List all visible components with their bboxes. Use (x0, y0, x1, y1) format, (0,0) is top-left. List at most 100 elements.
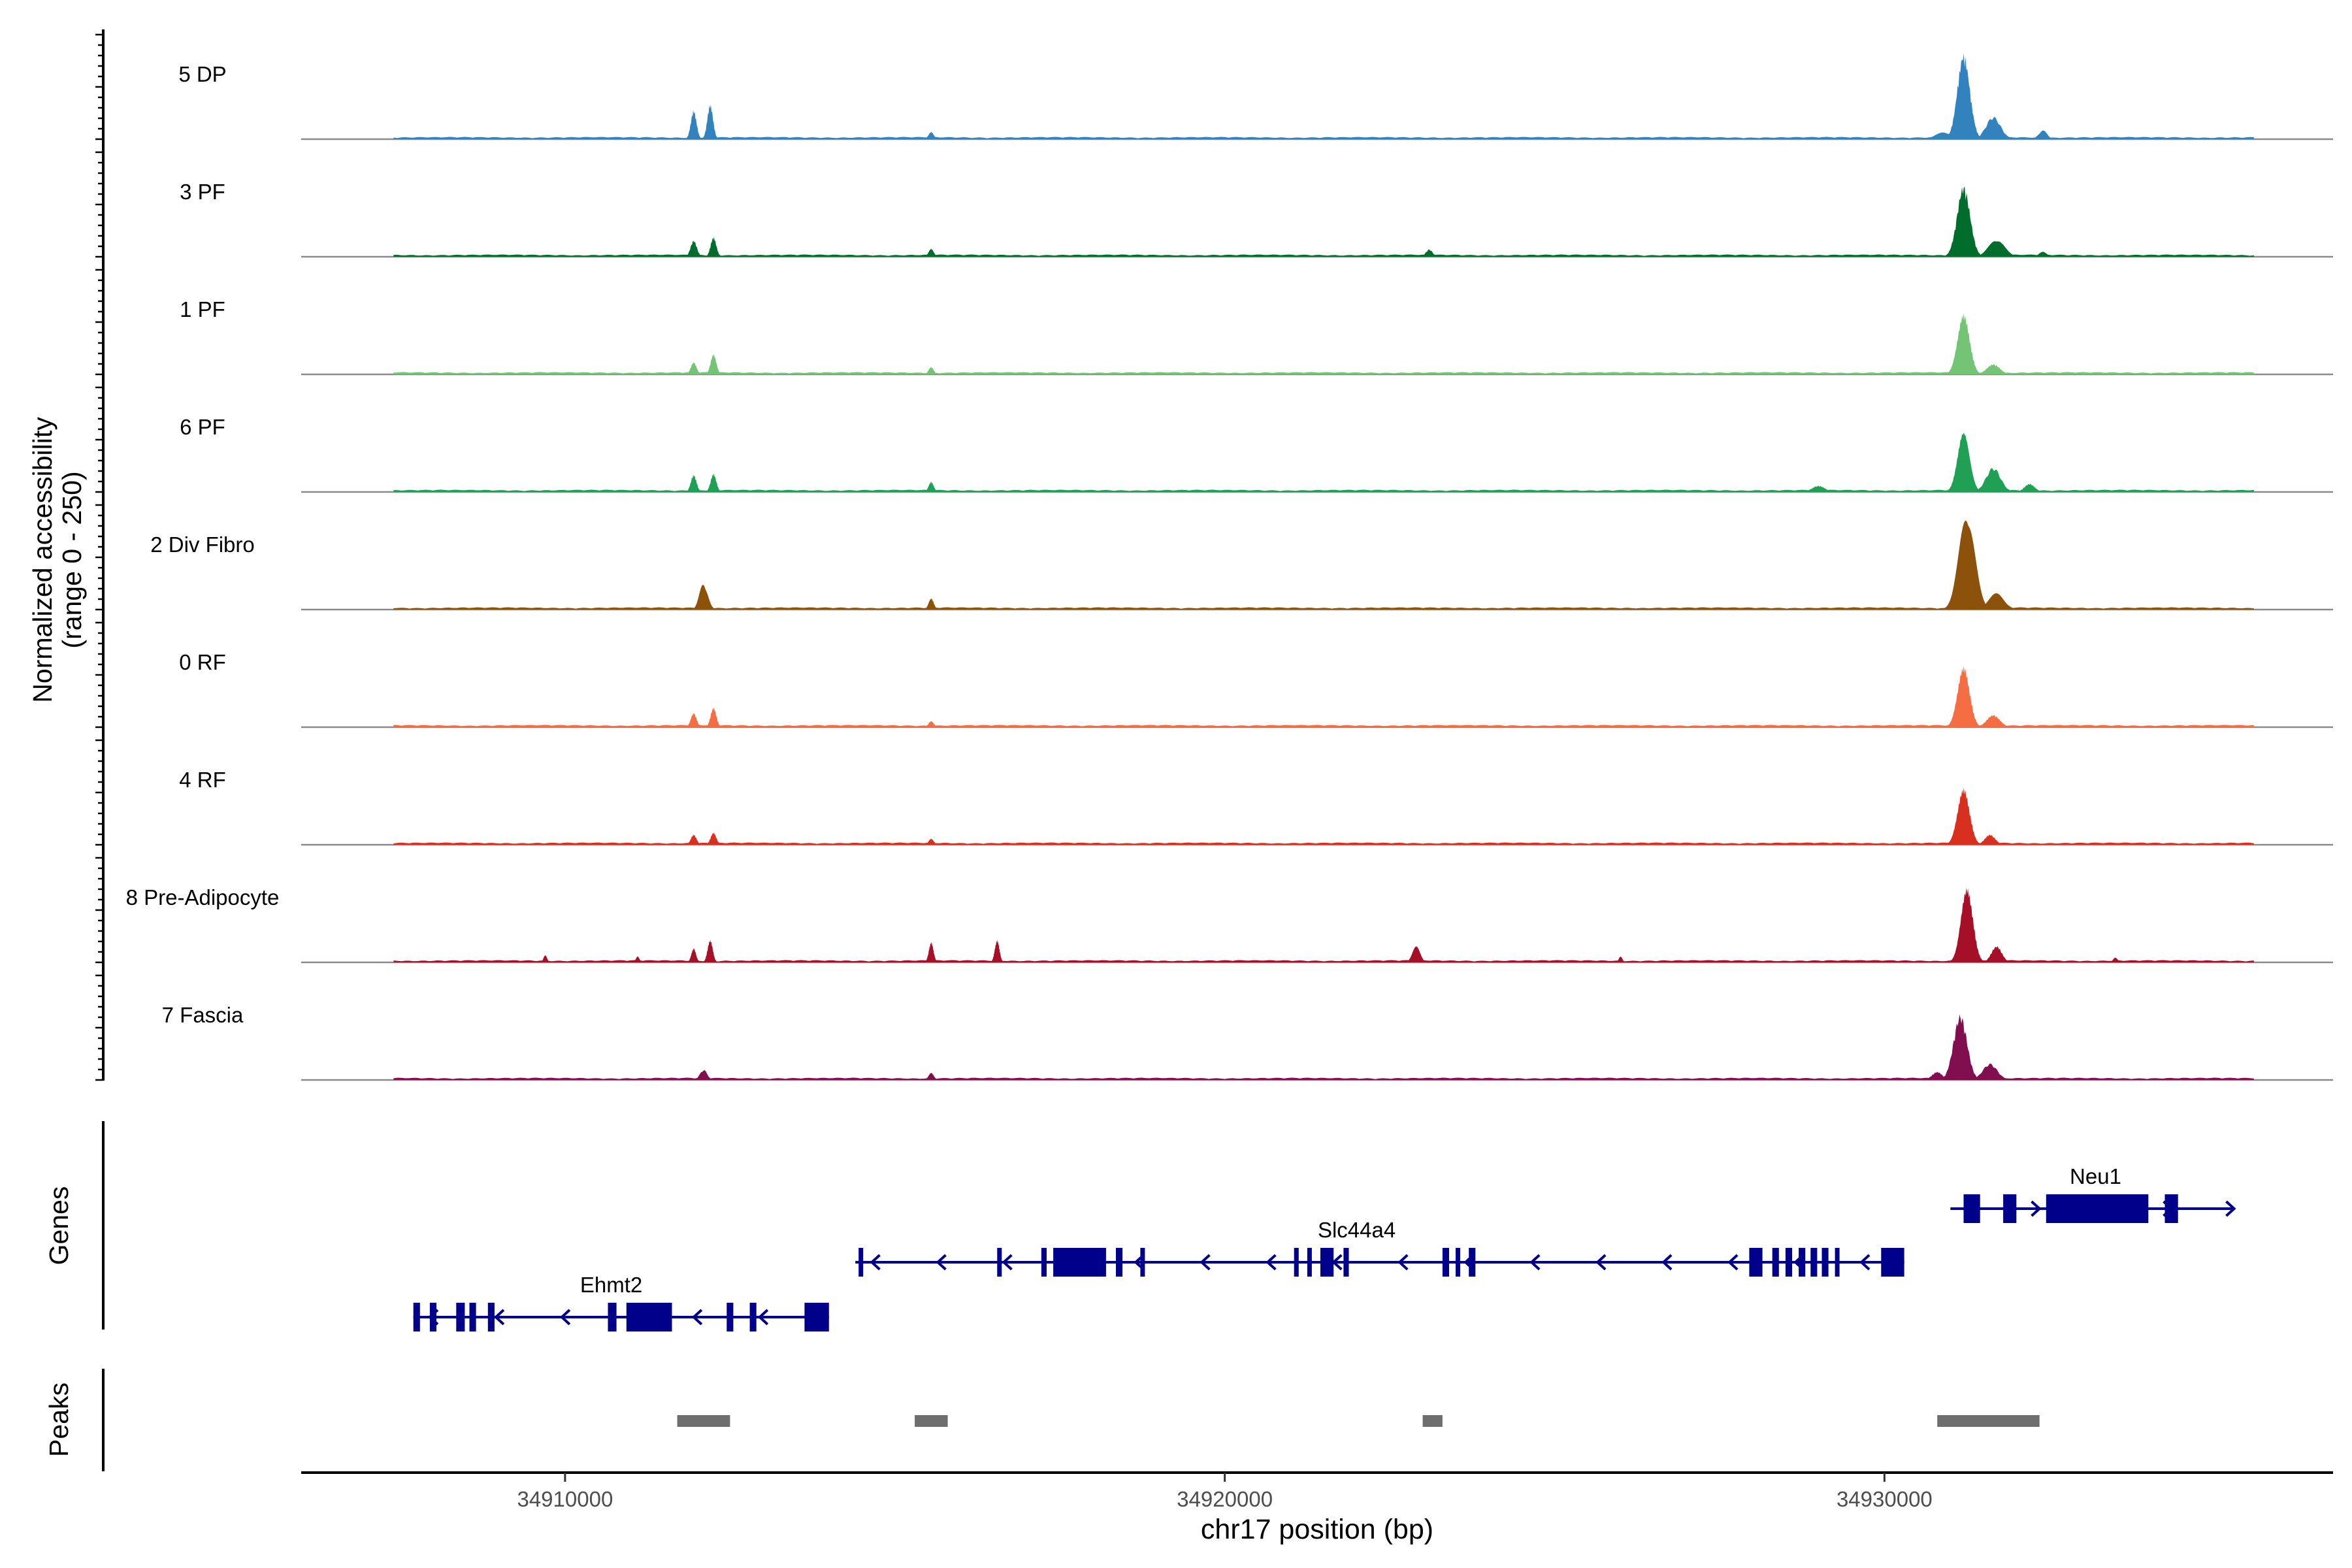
coverage-peak (682, 474, 706, 492)
gene-exon (1963, 1194, 1980, 1223)
gene-exon (1140, 1248, 1145, 1277)
gene-exon (1785, 1248, 1792, 1277)
gene-exon (1799, 1248, 1806, 1277)
coverage-peak (682, 362, 706, 374)
track-label: 3 PF (180, 180, 225, 204)
coverage-peak (921, 721, 942, 727)
strand-arrow (2031, 1200, 2042, 1217)
gene-exon (749, 1303, 757, 1331)
track-background-coverage (393, 137, 2254, 139)
gene-exon (487, 1303, 495, 1331)
coverage-peak (2106, 957, 2125, 962)
coverage-peak (1965, 593, 2029, 610)
track-label: 1 PF (180, 297, 225, 321)
gene-exon (608, 1303, 617, 1331)
strand-arrow (870, 1254, 881, 1271)
track-label: 0 RF (179, 650, 226, 674)
track-label: 6 PF (180, 415, 225, 439)
coverage-peak (1967, 364, 2020, 374)
x-tick-label: 34930000 (1837, 1487, 1933, 1511)
gene-exon (858, 1248, 864, 1277)
coverage-peak (1942, 887, 1991, 962)
track-label: 4 RF (179, 768, 226, 792)
coverage-tracks: 5 DP 3 PF 1 PF 6 PF 2 Div Fibro 0 RF 4 RF 8 Pre… (126, 53, 2333, 1081)
strand-arrow (1661, 1254, 1673, 1271)
coverage-peak (1933, 1014, 1988, 1080)
strand-arrow (1727, 1254, 1739, 1271)
strand-arrow (1529, 1254, 1541, 1271)
gene-exon (1810, 1248, 1818, 1277)
coverage-peak (1939, 432, 1988, 492)
gene-exon (2046, 1194, 2149, 1223)
y-axis-title: Normalized accessibility (27, 417, 57, 703)
track-background-coverage (393, 960, 2254, 962)
gene-exon (1881, 1248, 1904, 1277)
strand-arrow (2225, 1200, 2236, 1217)
gene-exon (1320, 1248, 1334, 1277)
gene-ehmt2: Ehmt2 (413, 1273, 829, 1331)
track-background-coverage (393, 842, 2254, 845)
track-background-coverage (393, 725, 2254, 727)
coverage-peak (1939, 666, 1988, 727)
y-axis-subtitle: (range 0 - 250) (57, 471, 87, 648)
peak-regions (677, 1415, 2040, 1427)
track-0-rf: 0 RF (179, 650, 2333, 728)
coverage-peak (1400, 946, 1432, 962)
coverage-peak (2008, 483, 2051, 492)
x-tick-label: 34920000 (1177, 1487, 1273, 1511)
coverage-peak (921, 248, 942, 257)
track-background-coverage (393, 1077, 2254, 1080)
gene-exon (413, 1303, 420, 1331)
gene-exon (1343, 1248, 1349, 1277)
coverage-peak (1960, 1063, 2020, 1080)
coverage-peak (921, 1072, 942, 1080)
coverage-peak (682, 713, 706, 727)
track-label: 8 Pre-Adipocyte (126, 885, 280, 909)
coverage-peak (1939, 787, 1988, 845)
track-2-div-fibro: 2 Div Fibro (150, 520, 2333, 611)
track-label: 7 Fascia (162, 1003, 244, 1027)
x-axis: 34910000 34920000 34930000 (517, 1473, 1933, 1511)
gene-neu1: Neu1 (1950, 1164, 2236, 1223)
peak-region (1937, 1415, 2040, 1427)
coverage-peak (921, 598, 942, 610)
track-4-rf: 4 RF (179, 768, 2333, 846)
track-label: 5 DP (178, 62, 226, 86)
track-8-pre-adipocyte: 8 Pre-Adipocyte (126, 885, 2333, 964)
gene-exon (997, 1248, 1002, 1277)
coverage-peak (921, 367, 942, 374)
coverage-peak (921, 131, 942, 139)
coverage-peak (987, 939, 1007, 962)
track-background-coverage (393, 607, 2254, 610)
track-1-pf: 1 PF (180, 297, 2333, 376)
gene-exon (1116, 1248, 1123, 1277)
peak-region (915, 1415, 948, 1427)
coverage-peak (1916, 1071, 1959, 1080)
coverage-peak (538, 955, 553, 962)
strand-arrow (1595, 1254, 1607, 1271)
strand-arrow (1266, 1254, 1277, 1271)
strand-arrow (1859, 1254, 1870, 1271)
gene-exon (1053, 1248, 1106, 1277)
gene-exon (1041, 1248, 1047, 1277)
coverage-peak (2027, 252, 2059, 257)
track-7-fascia: 7 Fascia (162, 1003, 2333, 1081)
coverage-peak (1965, 241, 2029, 257)
coverage-peak (921, 942, 941, 962)
gene-exon (1749, 1248, 1763, 1277)
coverage-peak (921, 838, 942, 845)
strand-arrow (493, 1309, 505, 1326)
coverage-peak (702, 832, 725, 845)
track-6-pf: 6 PF (180, 415, 2333, 493)
gene-exon (469, 1303, 476, 1331)
coverage-peak (1939, 313, 1988, 374)
track-label: 2 Div Fibro (150, 532, 255, 557)
coverage-peak (689, 1070, 719, 1080)
peak-region (677, 1415, 730, 1427)
coverage-peak (1935, 520, 1999, 610)
coverage-peak (1937, 186, 1990, 257)
x-tick-label: 34910000 (517, 1487, 613, 1511)
gene-exon (1835, 1248, 1840, 1277)
strand-arrow (757, 1309, 769, 1326)
